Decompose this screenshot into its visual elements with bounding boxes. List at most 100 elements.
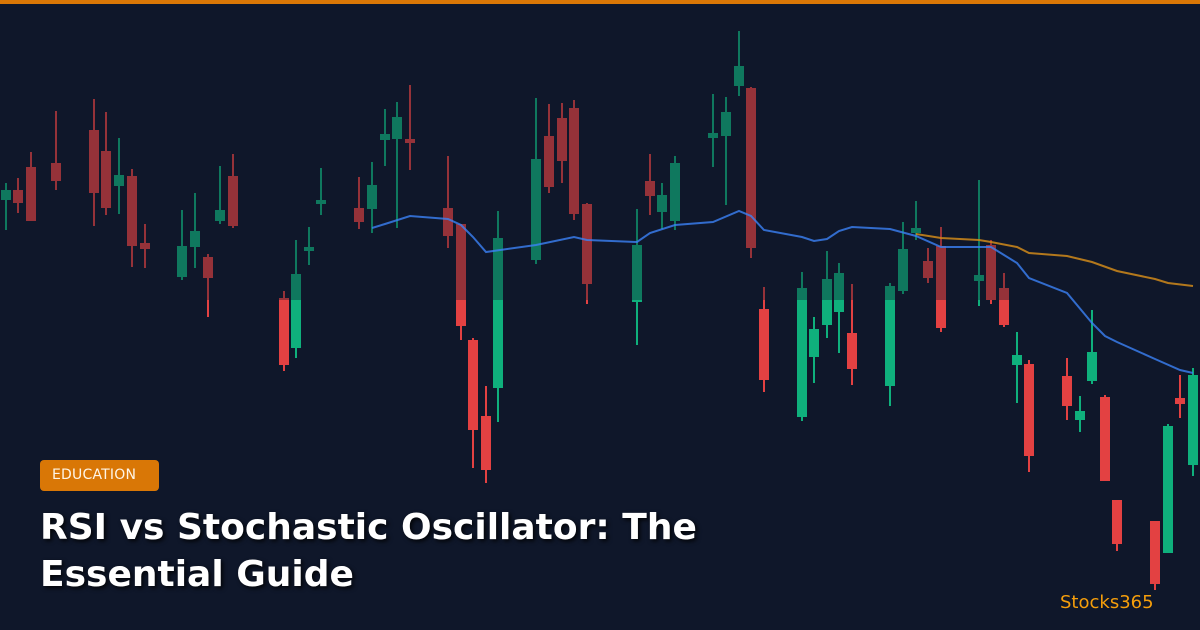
bearish-candle	[1024, 360, 1034, 472]
bearish-candle	[140, 224, 150, 268]
candle-wick	[283, 291, 285, 300]
bullish-candle	[734, 31, 744, 96]
bullish-candle	[190, 193, 200, 268]
bullish-candle	[1188, 368, 1198, 476]
bearish-candle	[279, 291, 289, 300]
candle-body	[999, 288, 1009, 300]
bullish-candle	[670, 156, 680, 230]
bearish-candle	[569, 100, 579, 220]
candle-body	[304, 247, 314, 251]
bearish-candle	[1150, 521, 1160, 590]
candle-body	[822, 300, 832, 325]
bullish-candle	[1075, 396, 1085, 432]
candle-body	[721, 112, 731, 136]
candle-wick	[1016, 332, 1018, 403]
bullish-candle	[834, 263, 844, 300]
candle-body	[734, 66, 744, 86]
slow-moving-average-line	[915, 233, 1194, 287]
bearish-candle	[1112, 500, 1122, 551]
candle-wick	[447, 156, 449, 248]
bullish-candle	[1, 183, 11, 230]
bearish-candle	[999, 300, 1009, 327]
candle-wick	[1003, 273, 1005, 300]
candle-wick	[181, 210, 183, 280]
candle-body	[657, 195, 667, 212]
candle-wick	[219, 166, 221, 224]
candle-wick	[801, 272, 803, 300]
bearish-candle	[557, 103, 567, 183]
bearish-candle	[586, 300, 588, 304]
bearish-candle	[13, 178, 23, 213]
bearish-candle	[456, 300, 466, 340]
top-accent-bar	[0, 0, 1200, 4]
candle-body	[834, 300, 844, 312]
bearish-candle	[443, 156, 453, 248]
candle-body	[898, 249, 908, 291]
candle-body	[974, 275, 984, 281]
candle-body	[632, 300, 642, 302]
candle-body	[456, 224, 466, 300]
candle-wick	[308, 227, 310, 265]
bullish-candle	[978, 300, 980, 306]
candle-body	[493, 238, 503, 300]
bearish-candle	[999, 273, 1009, 300]
candle-body	[1075, 411, 1085, 420]
candle-body	[405, 139, 415, 143]
candle-body	[936, 300, 946, 328]
bearish-candle	[986, 240, 996, 300]
bullish-candle	[291, 240, 301, 300]
bearish-candle	[51, 111, 61, 190]
candle-body	[797, 288, 807, 300]
bullish-candle	[809, 317, 819, 383]
bearish-candle	[456, 224, 466, 300]
bearish-candle	[279, 300, 289, 371]
candle-body	[1188, 375, 1198, 465]
candle-body	[291, 274, 301, 300]
bearish-candle	[923, 248, 933, 283]
candle-body	[847, 333, 857, 369]
bearish-candle	[582, 203, 592, 300]
candle-wick	[636, 300, 638, 345]
candle-body	[481, 416, 491, 470]
candle-body	[367, 185, 377, 209]
candle-body	[885, 286, 895, 300]
candle-body	[746, 88, 756, 248]
bearish-candle	[759, 300, 769, 392]
bearish-candle	[481, 386, 491, 483]
bullish-candle	[493, 300, 503, 422]
bullish-candle	[898, 222, 908, 294]
candle-wick	[358, 177, 360, 229]
candle-wick	[712, 94, 714, 167]
candle-body	[114, 175, 124, 186]
candle-body	[456, 300, 466, 326]
bullish-candle	[291, 300, 301, 358]
bearish-candle	[1062, 358, 1072, 420]
candle-body	[493, 300, 503, 388]
candle-body	[1163, 426, 1173, 553]
bearish-candle	[89, 99, 99, 226]
bullish-candle	[797, 300, 807, 421]
candle-body	[1175, 398, 1185, 404]
candle-body	[101, 151, 111, 208]
candle-wick	[295, 240, 297, 300]
bullish-candle	[632, 209, 642, 300]
candle-wick	[978, 180, 980, 300]
candle-body	[923, 261, 933, 278]
candle-body	[911, 228, 921, 233]
category-badge[interactable]: EDUCATION	[40, 460, 160, 491]
candle-body	[1, 190, 11, 200]
bullish-candle	[834, 300, 844, 353]
bullish-candle	[1163, 424, 1173, 553]
bullish-candle	[531, 98, 541, 264]
bullish-candle	[304, 227, 314, 265]
bearish-candle	[1100, 395, 1110, 481]
candle-body	[228, 176, 238, 226]
bullish-candle	[316, 168, 326, 215]
bearish-candle	[405, 85, 415, 170]
bearish-candle	[207, 300, 209, 317]
candle-body	[127, 176, 137, 246]
candle-body	[999, 300, 1009, 325]
candle-body	[177, 246, 187, 277]
candle-body	[291, 300, 301, 348]
bullish-candle	[1012, 332, 1022, 403]
